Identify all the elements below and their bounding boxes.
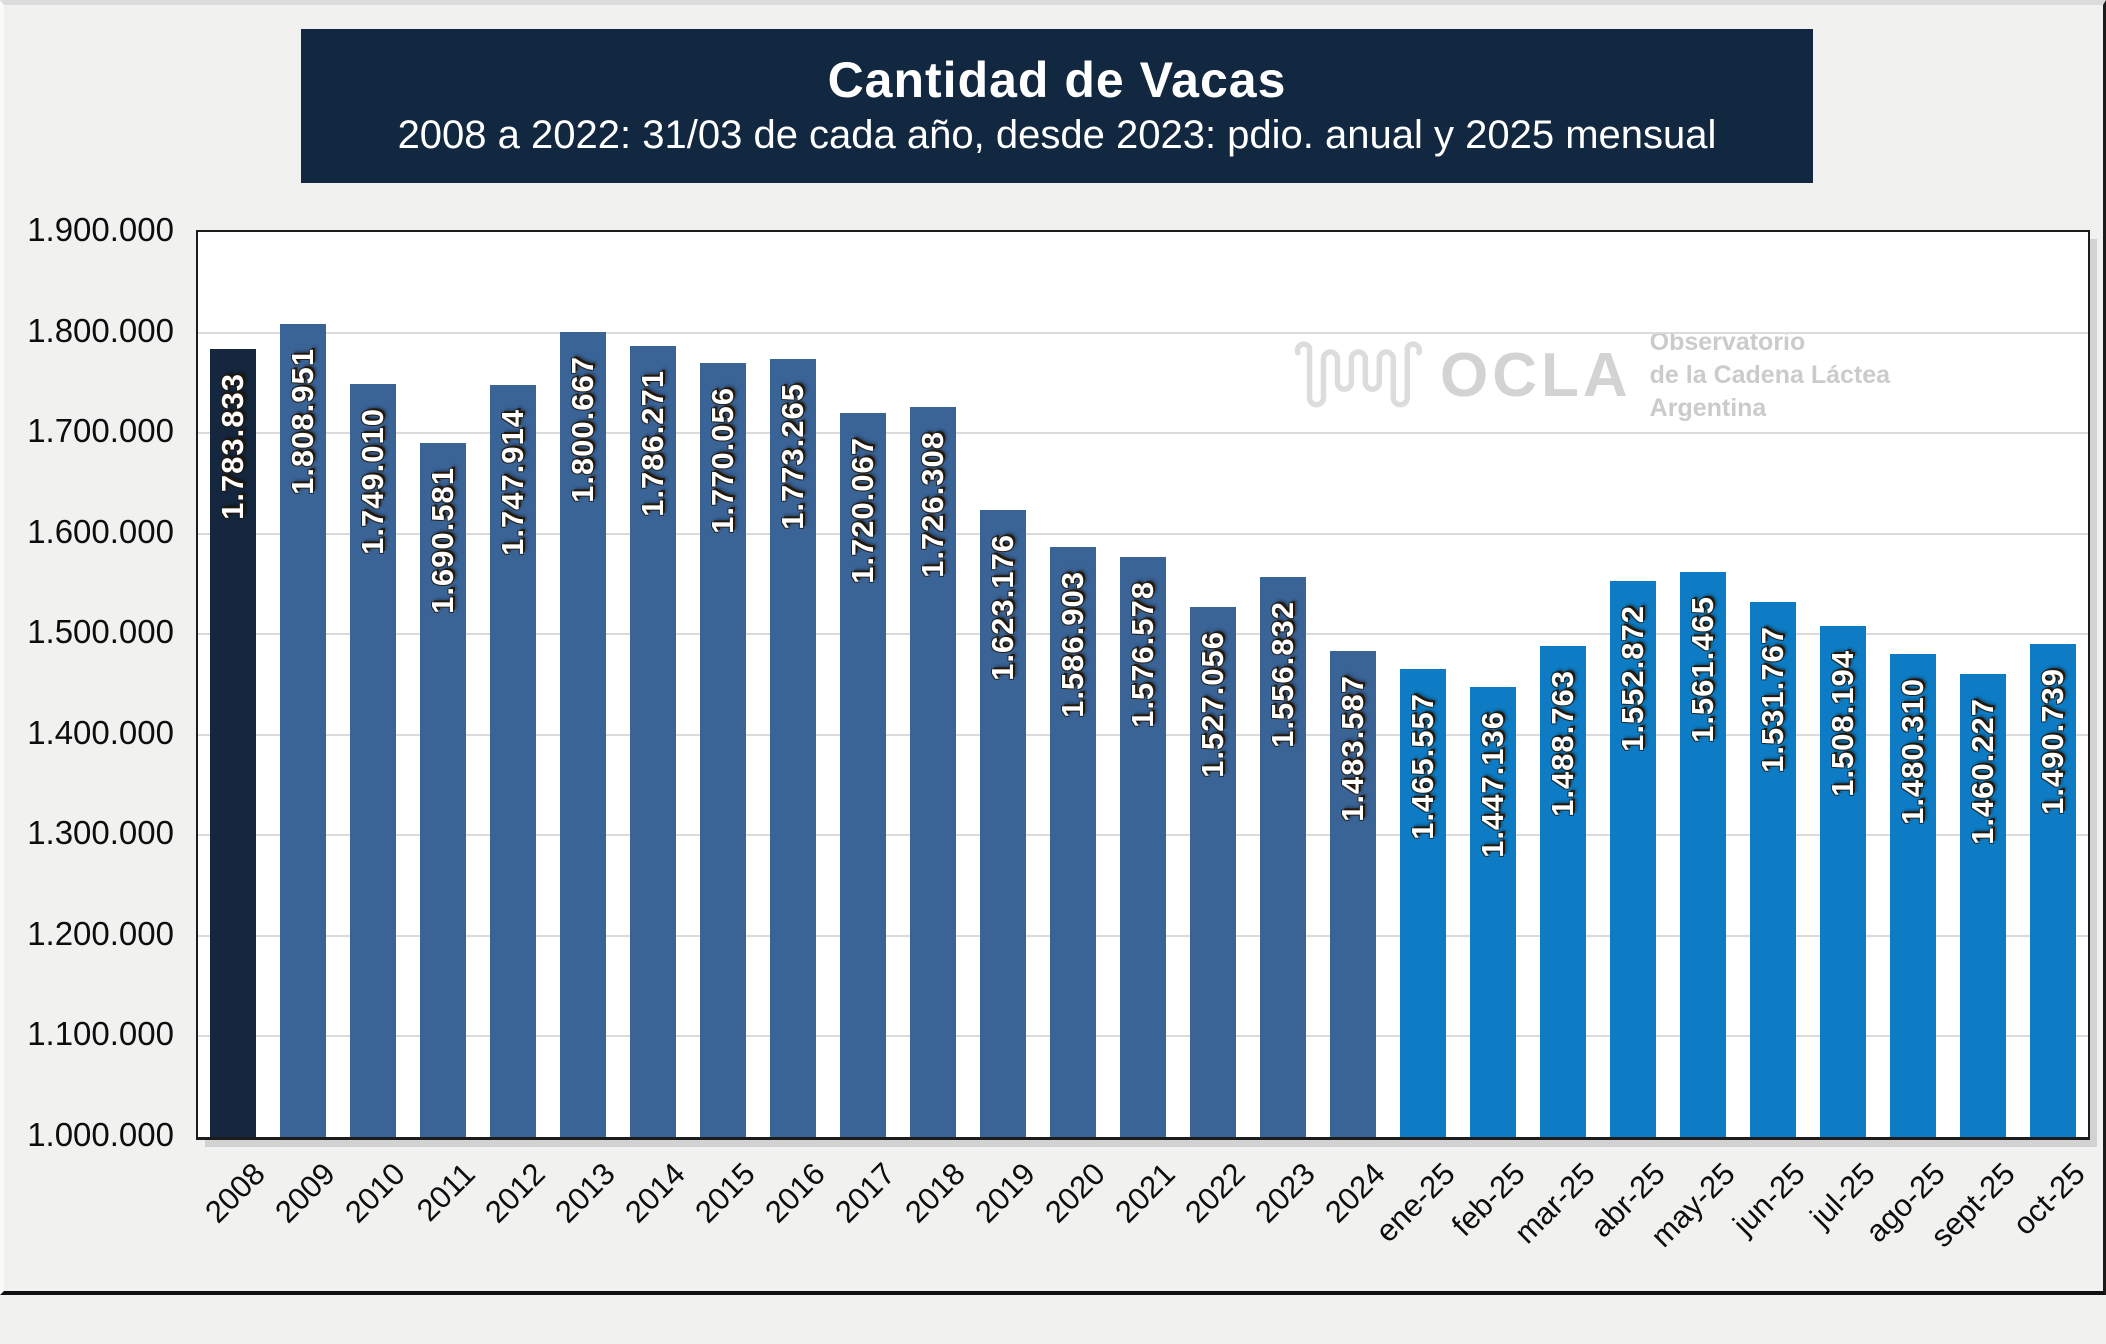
- ocla-watermark: OCLA Observatorio de la Cadena Láctea Ar…: [1294, 326, 1890, 425]
- bar-2020: 1.586.903: [1050, 546, 1096, 1137]
- bar-value-label: 1.531.767: [1755, 626, 1790, 774]
- bar-value-label: 1.576.578: [1125, 581, 1160, 729]
- y-axis-tick-label: 1.500.000: [27, 613, 174, 651]
- y-axis-tick-label: 1.700.000: [27, 412, 174, 450]
- ocla-logo-icon: [1294, 340, 1422, 407]
- y-axis-tick-label: 1.800.000: [27, 311, 174, 349]
- bar-value-label: 1.465.557: [1405, 692, 1440, 840]
- bar-2010: 1.749.010: [350, 383, 396, 1137]
- bar-value-label: 1.483.587: [1335, 674, 1370, 822]
- bar-value-label: 1.586.903: [1055, 570, 1090, 718]
- bar-value-label: 1.488.763: [1545, 669, 1580, 817]
- bar-value-label: 1.749.010: [355, 407, 390, 555]
- bar-value-label: 1.561.465: [1685, 596, 1720, 744]
- bar-feb-25: 1.447.136: [1470, 687, 1516, 1137]
- ocla-line2: de la Cadena Láctea: [1649, 361, 1891, 389]
- gridline: [198, 532, 2088, 535]
- bar-2019: 1.623.176: [980, 510, 1026, 1137]
- bar-2023: 1.556.832: [1260, 577, 1306, 1137]
- chart-title: Cantidad de Vacas: [827, 52, 1287, 108]
- chart-title-box: Cantidad de Vacas 2008 a 2022: 31/03 de …: [301, 29, 1813, 183]
- bar-2015: 1.770.056: [700, 362, 746, 1137]
- bar-value-label: 1.460.227: [1965, 698, 2000, 846]
- bar-value-label: 1.783.833: [215, 372, 250, 520]
- bar-2016: 1.773.265: [770, 359, 816, 1137]
- bar-value-label: 1.552.872: [1615, 605, 1650, 752]
- y-axis: 1.000.000 1.100.000 1.200.000 1.300.000 1.40…: [4, 211, 174, 1153]
- bar-2012: 1.747.914: [490, 384, 536, 1137]
- y-axis-tick-label: 1.300.000: [27, 814, 174, 852]
- plot-area: OCLA Observatorio de la Cadena Láctea Ar…: [196, 230, 2090, 1140]
- bar-value-label: 1.726.308: [915, 430, 950, 578]
- bar-value-label: 1.623.176: [985, 534, 1020, 682]
- bar-value-label: 1.770.056: [705, 386, 740, 534]
- bar-value-label: 1.490.739: [2035, 667, 2070, 815]
- bar-value-label: 1.808.951: [285, 347, 320, 495]
- bar-2013: 1.800.667: [560, 331, 606, 1137]
- bar-ago-25: 1.480.310: [1890, 654, 1936, 1137]
- bar-value-label: 1.773.265: [775, 383, 810, 531]
- y-axis-tick-label: 1.600.000: [27, 512, 174, 550]
- bar-may-25: 1.561.465: [1680, 572, 1726, 1137]
- gridline: [198, 432, 2088, 435]
- y-axis-tick-label: 1.400.000: [27, 713, 174, 751]
- bar-ene-25: 1.465.557: [1400, 668, 1446, 1137]
- bar-2017: 1.720.067: [840, 412, 886, 1137]
- bar-sept-25: 1.460.227: [1960, 674, 2006, 1137]
- bar-2021: 1.576.578: [1120, 557, 1166, 1137]
- y-axis-tick-label: 1.200.000: [27, 914, 174, 952]
- bar-abr-25: 1.552.872: [1610, 581, 1656, 1137]
- bar-value-label: 1.800.667: [565, 355, 600, 503]
- bar-2011: 1.690.581: [420, 442, 466, 1137]
- bar-value-label: 1.786.271: [635, 370, 670, 518]
- bar-2014: 1.786.271: [630, 346, 676, 1137]
- y-axis-tick-label: 1.000.000: [27, 1116, 174, 1153]
- bar-2009: 1.808.951: [280, 323, 326, 1137]
- bar-value-label: 1.480.310: [1895, 678, 1930, 825]
- bar-2008: 1.783.833: [210, 348, 256, 1137]
- bar-jul-25: 1.508.194: [1820, 625, 1866, 1137]
- ocla-description: Observatorio de la Cadena Láctea Argenti…: [1650, 326, 1890, 425]
- bar-mar-25: 1.488.763: [1540, 645, 1586, 1137]
- bar-value-label: 1.720.067: [845, 436, 880, 584]
- bar-value-label: 1.527.056: [1195, 631, 1230, 778]
- x-axis: 2008 2009 2010 2011 2012 2013 2014 2015 2016 2017…: [196, 1142, 2092, 1296]
- bar-value-label: 1.447.136: [1475, 711, 1510, 859]
- gridline: [198, 331, 2088, 334]
- bar-2024: 1.483.587: [1330, 650, 1376, 1137]
- bar-value-label: 1.508.194: [1825, 649, 1860, 797]
- bar-2018: 1.726.308: [910, 406, 956, 1137]
- bar-jun-25: 1.531.767: [1750, 602, 1796, 1137]
- chart-subtitle: 2008 a 2022: 31/03 de cada año, desde 20…: [397, 113, 1717, 157]
- bar-value-label: 1.690.581: [425, 466, 460, 614]
- bar-value-label: 1.556.832: [1265, 601, 1300, 748]
- ocla-line3: Argentina: [1649, 394, 1767, 422]
- y-axis-tick-label: 1.100.000: [27, 1015, 174, 1053]
- chart-page: { "header": { "title": "Cantidad de Vaca…: [0, 0, 2106, 1295]
- bar-oct-25: 1.490.739: [2030, 643, 2076, 1137]
- y-axis-tick-label: 1.900.000: [27, 211, 174, 248]
- ocla-brand-text: OCLA: [1440, 340, 1632, 410]
- bar-value-label: 1.747.914: [495, 408, 530, 556]
- bar-2022: 1.527.056: [1190, 607, 1236, 1137]
